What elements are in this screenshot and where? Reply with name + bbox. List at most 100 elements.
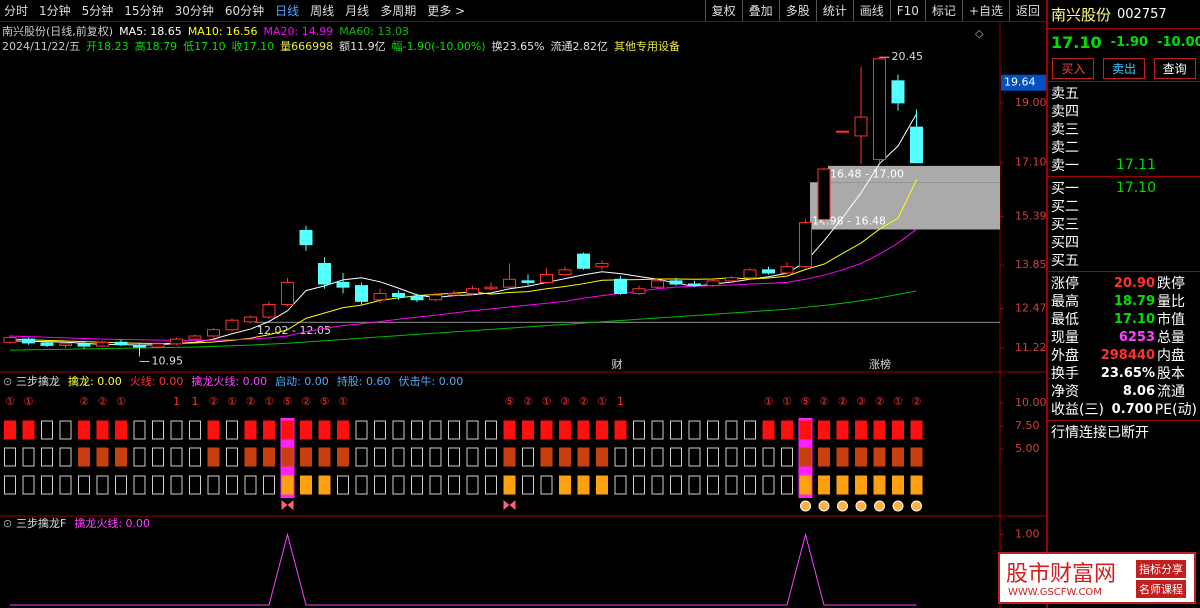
tool-button[interactable]: 画线	[852, 0, 890, 21]
bow-icon	[503, 500, 516, 510]
signal-cell	[318, 447, 331, 467]
signal-label: ②	[875, 395, 885, 408]
signal-label: ①	[116, 395, 126, 408]
signal-cell	[818, 475, 830, 495]
legend-item: 火线: 0.00	[130, 374, 184, 388]
y-tick-label: 10.00	[1015, 396, 1046, 409]
trade-button[interactable]: 查询	[1153, 57, 1196, 79]
tool-button[interactable]: +自选	[961, 0, 1009, 21]
signal-cell	[910, 420, 923, 440]
order-row: 买一 17.10	[1048, 179, 1200, 197]
signal-cell	[892, 420, 904, 440]
signal-cell	[41, 447, 53, 467]
signal-label: ②	[856, 395, 866, 408]
signal-cell	[688, 420, 701, 440]
tool-button[interactable]: 多股	[778, 0, 816, 21]
tool-button[interactable]: 返回	[1008, 0, 1046, 21]
legend-item: 擒龙火线: 0.00	[191, 374, 267, 388]
signal-cell	[4, 420, 16, 440]
trade-button[interactable]: 卖出	[1102, 57, 1145, 79]
signal-cell	[873, 447, 886, 467]
stat-value: 298440	[1100, 347, 1155, 363]
y-tick-label: 19.00	[1015, 96, 1046, 109]
candle-body	[891, 80, 905, 104]
order-row: 卖一 17.11	[1048, 156, 1200, 174]
signal-cell	[448, 447, 460, 467]
candle-body	[484, 286, 498, 290]
period-tab[interactable]: 月线	[345, 4, 370, 18]
chart-header: 南兴股份(日线,前复权) MA5: 18.65 MA10: 16.56 MA20: 1…	[2, 24, 686, 54]
tool-button[interactable]: 标记	[924, 0, 962, 21]
period-tab[interactable]: 60分钟	[224, 4, 265, 18]
order-label: 买一	[1051, 181, 1079, 197]
candle-body	[614, 278, 627, 294]
period-tab[interactable]: 更多 >	[427, 4, 466, 18]
signal-label: ①	[764, 395, 774, 408]
signal-cell	[115, 447, 127, 467]
watermark-tag: 指标分享	[1136, 560, 1186, 578]
stat-label: 外盘	[1051, 348, 1079, 364]
signal-label: ②	[301, 395, 311, 408]
candle-body	[151, 343, 165, 348]
period-tab[interactable]: 5分钟	[81, 4, 114, 18]
signal-cell	[429, 447, 442, 467]
ma-line	[9, 228, 917, 341]
quote-info: 低17.10	[183, 40, 226, 53]
signal-cell	[337, 447, 349, 467]
candle-body	[188, 335, 202, 340]
signal-cell	[540, 475, 553, 495]
signal-cell	[559, 447, 571, 467]
ma-line	[9, 113, 917, 346]
period-tab[interactable]: 30分钟	[174, 4, 214, 18]
candle-body	[373, 292, 387, 301]
y-tick-label: 5.00	[1015, 442, 1040, 455]
stat-label: 最高	[1051, 294, 1079, 310]
signal-cell	[670, 447, 682, 467]
signal-cell	[355, 475, 368, 495]
period-tab[interactable]: 15分钟	[124, 4, 164, 18]
signal-cell	[725, 420, 738, 440]
candle-body	[743, 269, 757, 279]
signal-cell	[392, 475, 405, 495]
signal-label: ②	[209, 395, 219, 408]
y-tick-label: 15.39	[1015, 210, 1046, 223]
order-book: 买一 17.10 买二 买三 买四 买五	[1048, 176, 1200, 271]
trade-button[interactable]: 买入	[1052, 57, 1095, 79]
stat-row: 涨停 20.90 跌停	[1048, 274, 1200, 293]
tool-button[interactable]: 叠加	[741, 0, 779, 21]
signal-cell	[300, 475, 312, 495]
period-tab[interactable]: 分时	[4, 4, 29, 18]
signal-cell	[707, 420, 719, 440]
signal-cell	[873, 475, 886, 495]
stat-value: 6253	[1118, 329, 1155, 345]
cursor-label: 19.64	[1004, 76, 1036, 89]
period-tab[interactable]: 日线	[275, 4, 300, 18]
signal-cell	[892, 475, 904, 495]
signal-label: ⑤	[320, 395, 330, 408]
period-tab[interactable]: 周线	[310, 4, 335, 18]
signal-label: 1	[192, 395, 199, 408]
stat-value: 0.700	[1111, 401, 1153, 417]
signal-cell	[244, 420, 257, 440]
signal-cell	[207, 447, 220, 467]
signal-label: ⑤	[801, 395, 811, 408]
period-tab[interactable]: 多周期	[380, 4, 417, 18]
ma-line	[9, 290, 917, 351]
order-label: 卖二	[1051, 140, 1079, 156]
tool-button[interactable]: 统计	[815, 0, 853, 21]
signal-cell	[466, 420, 479, 440]
candle-body	[854, 116, 868, 137]
tool-button[interactable]: F10	[889, 0, 925, 21]
signal-cell	[22, 447, 35, 467]
tool-button[interactable]: 复权	[704, 0, 742, 21]
signal-cell	[577, 447, 590, 467]
signal-cell	[725, 447, 738, 467]
candle-body	[77, 343, 91, 347]
signal-cell	[244, 475, 257, 495]
candle-body	[59, 343, 72, 346]
signal-cell	[96, 447, 109, 467]
candle-body	[22, 338, 35, 344]
ma-label: MA5: 18.65	[119, 25, 182, 38]
period-tab[interactable]: 1分钟	[39, 4, 71, 18]
signal-cell	[300, 420, 312, 440]
